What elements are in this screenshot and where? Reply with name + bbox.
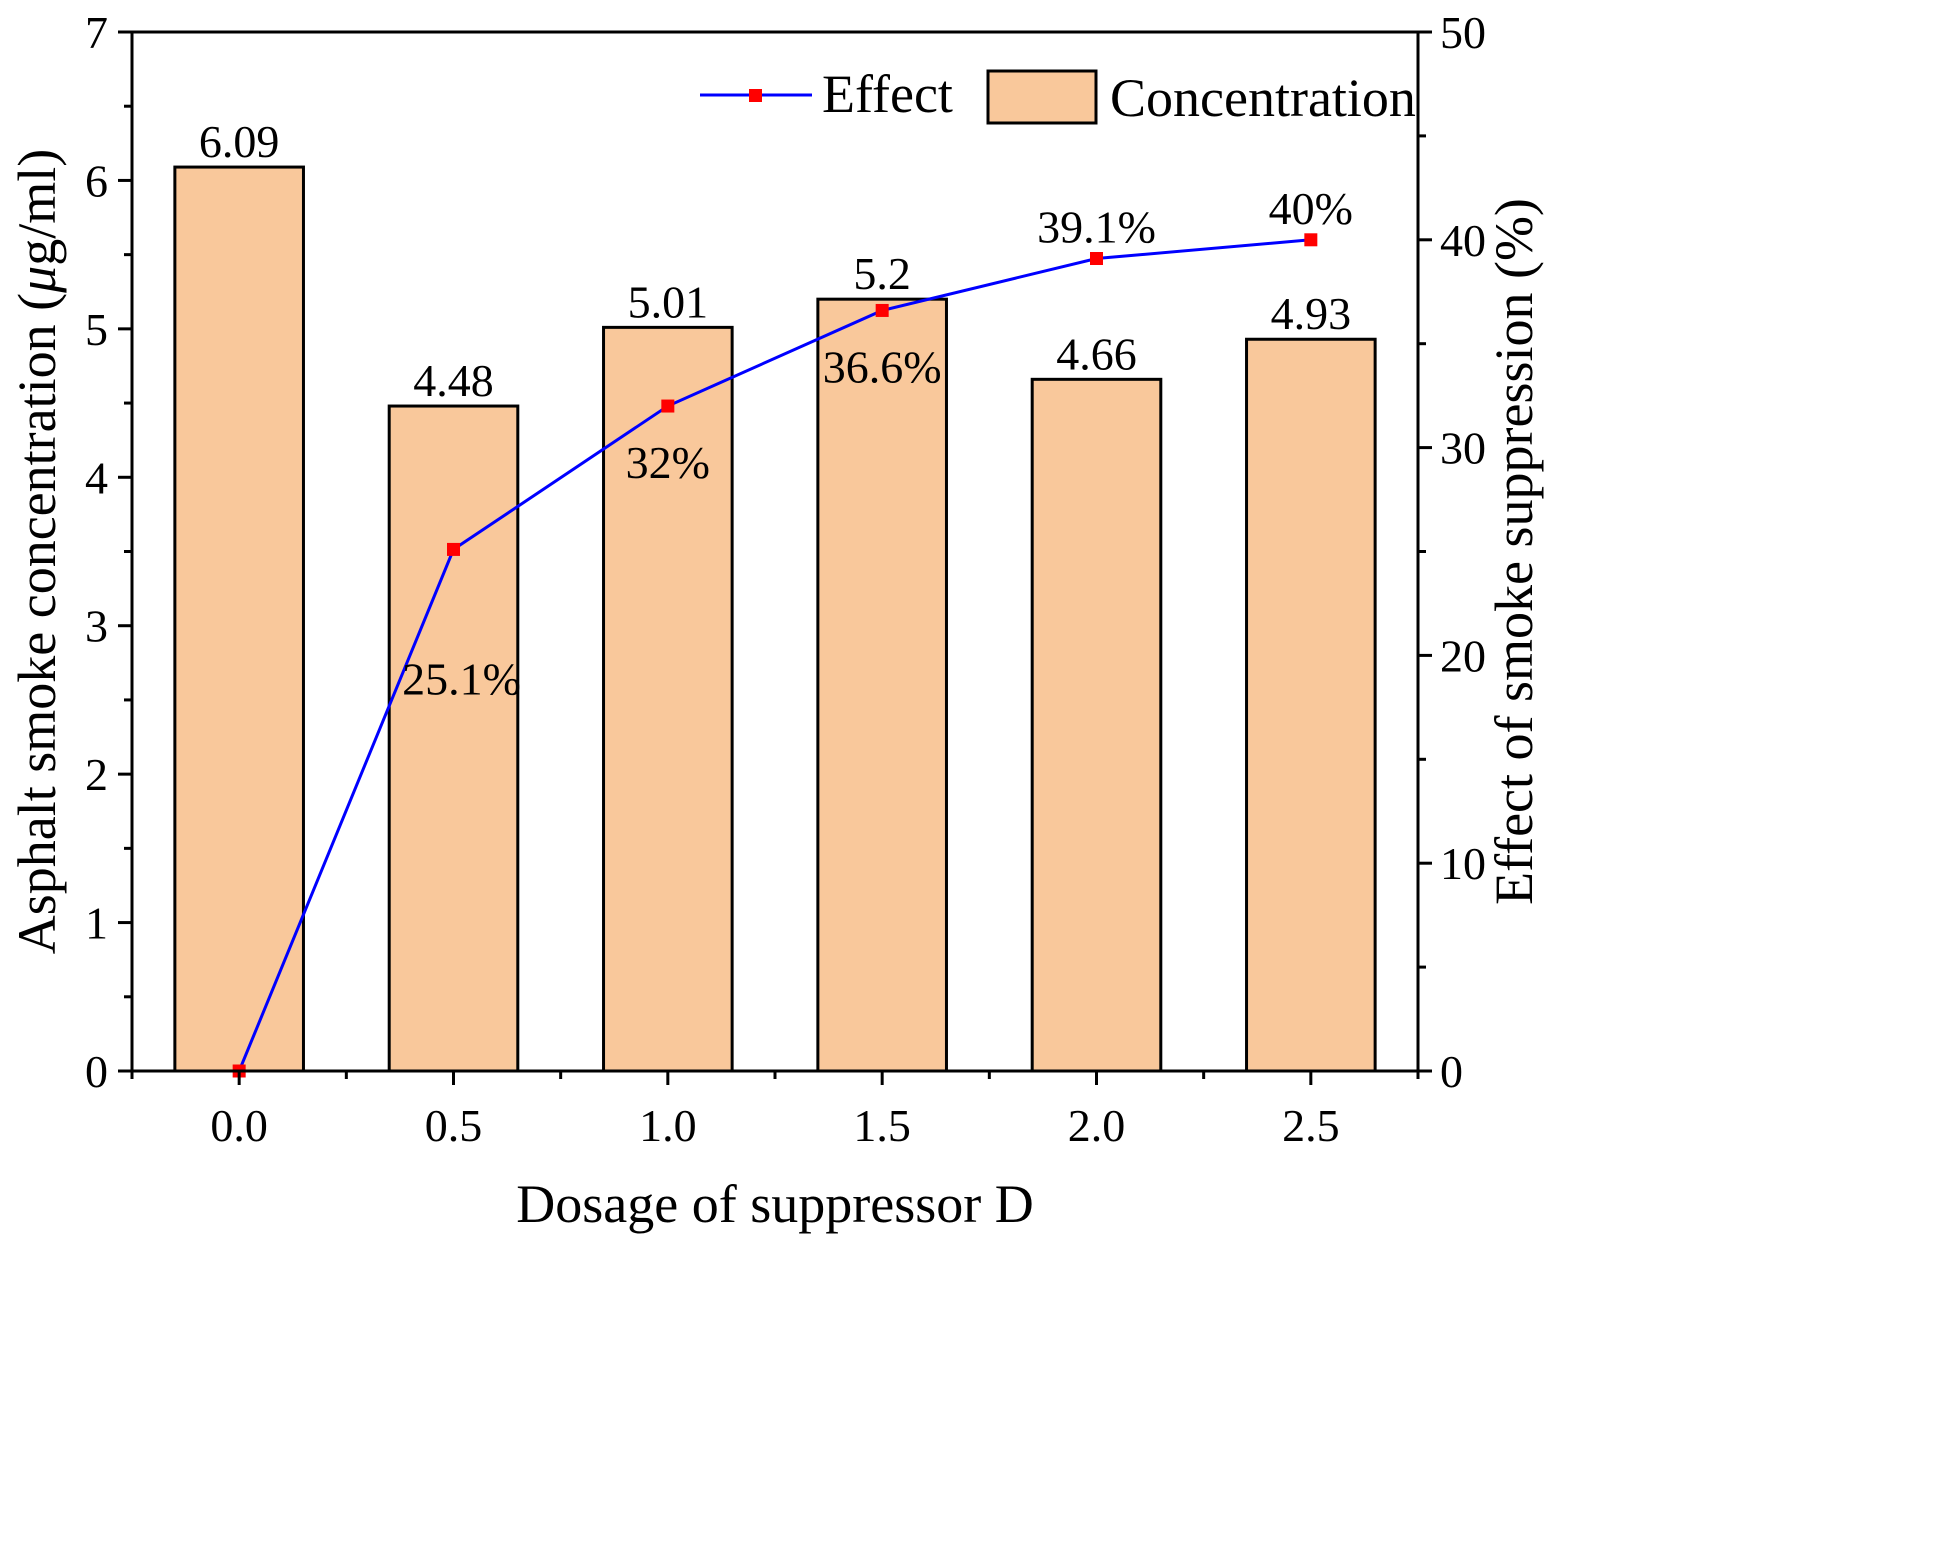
y-axis-left-title-mu: μ: [7, 266, 67, 294]
bars-layer: [173, 165, 1377, 1073]
plot-frame: [130, 30, 1420, 1073]
legend-concentration-swatch: [986, 69, 1098, 125]
y-right-tick-label: 40: [1440, 215, 1486, 266]
x-tick-label: 2.5: [1282, 1100, 1340, 1151]
y-axis-left-title-prefix: Asphalt smoke concentration (: [7, 293, 67, 954]
y-left-tick-label: 2: [85, 749, 108, 800]
x-axis-title: Dosage of suppressor D: [516, 1174, 1033, 1234]
y-right-tick-label: 30: [1440, 423, 1486, 474]
y-left-tick-label: 3: [85, 601, 108, 652]
effect-marker: [1090, 252, 1103, 266]
y-left-tick-label: 4: [85, 452, 108, 503]
x-tick-label: 1.5: [853, 1100, 911, 1151]
y-left-tick-label: 0: [85, 1046, 108, 1097]
y-right-tick-label: 10: [1440, 838, 1486, 889]
concentration-bar-label: 6.09: [199, 116, 280, 167]
y-right-tick-label: 50: [1440, 7, 1486, 58]
legend: Effect Concentration: [700, 64, 1416, 128]
concentration-bar: [173, 165, 305, 1073]
effect-point-label: 40%: [1269, 183, 1353, 234]
effect-point-label: 39.1%: [1037, 202, 1156, 253]
effect-point-label: 25.1%: [402, 653, 521, 704]
y-axis-left-title-suffix: g/ml): [7, 149, 67, 266]
y-left-tick-label: 7: [85, 7, 108, 58]
concentration-bar-label: 4.93: [1271, 288, 1352, 339]
concentration-bar: [1245, 337, 1377, 1073]
effect-point-label: 32%: [626, 437, 710, 488]
concentration-bar-label: 5.2: [853, 248, 911, 299]
y-right-tick-label: 0: [1440, 1046, 1463, 1097]
axes-layer: 0 1 2 3 4 5 6 7 0 10 20 30 40 50 0.0 0.5 1.0 1.5 2.0 2.5: [85, 7, 1486, 1151]
legend-effect-label: Effect: [822, 64, 953, 124]
legend-concentration-label: Concentration: [1110, 68, 1416, 128]
data-labels-layer: 6.09 4.48 5.01 5.2 4.66 4.93 25.1% 32% 36.6% 39.1…: [199, 116, 1353, 704]
effect-marker: [661, 399, 675, 413]
effect-marker: [447, 542, 460, 556]
effect-point-label: 36.6%: [823, 341, 942, 392]
concentration-bar: [1030, 377, 1163, 1073]
x-tick-label: 2.0: [1068, 1100, 1126, 1151]
effect-marker: [875, 303, 889, 317]
y-left-tick-label: 1: [85, 898, 108, 949]
effect-line-layer: [232, 233, 1318, 1078]
y-left-tick-label: 5: [85, 304, 108, 355]
concentration-bar-label: 4.66: [1056, 328, 1137, 379]
concentration-bar-label: 4.48: [413, 355, 494, 406]
y-axis-right-title: Effect of smoke suppression (%): [1484, 198, 1544, 905]
legend-effect-marker-swatch: [749, 89, 762, 102]
concentration-bar: [602, 325, 734, 1073]
concentration-bar: [387, 404, 520, 1073]
x-tick-label: 1.0: [639, 1100, 697, 1151]
x-tick-label: 0.5: [425, 1100, 483, 1151]
x-tick-label: 0.0: [210, 1100, 268, 1151]
y-left-tick-label: 6: [85, 155, 108, 206]
effect-line: [237, 238, 1311, 1072]
y-axis-left-title: Asphalt smoke concentration (μg/ml): [7, 149, 67, 954]
effect-marker: [1304, 233, 1318, 247]
concentration-bar-label: 5.01: [628, 276, 709, 327]
y-right-tick-label: 20: [1440, 630, 1486, 681]
concentration-bar: [816, 297, 948, 1073]
